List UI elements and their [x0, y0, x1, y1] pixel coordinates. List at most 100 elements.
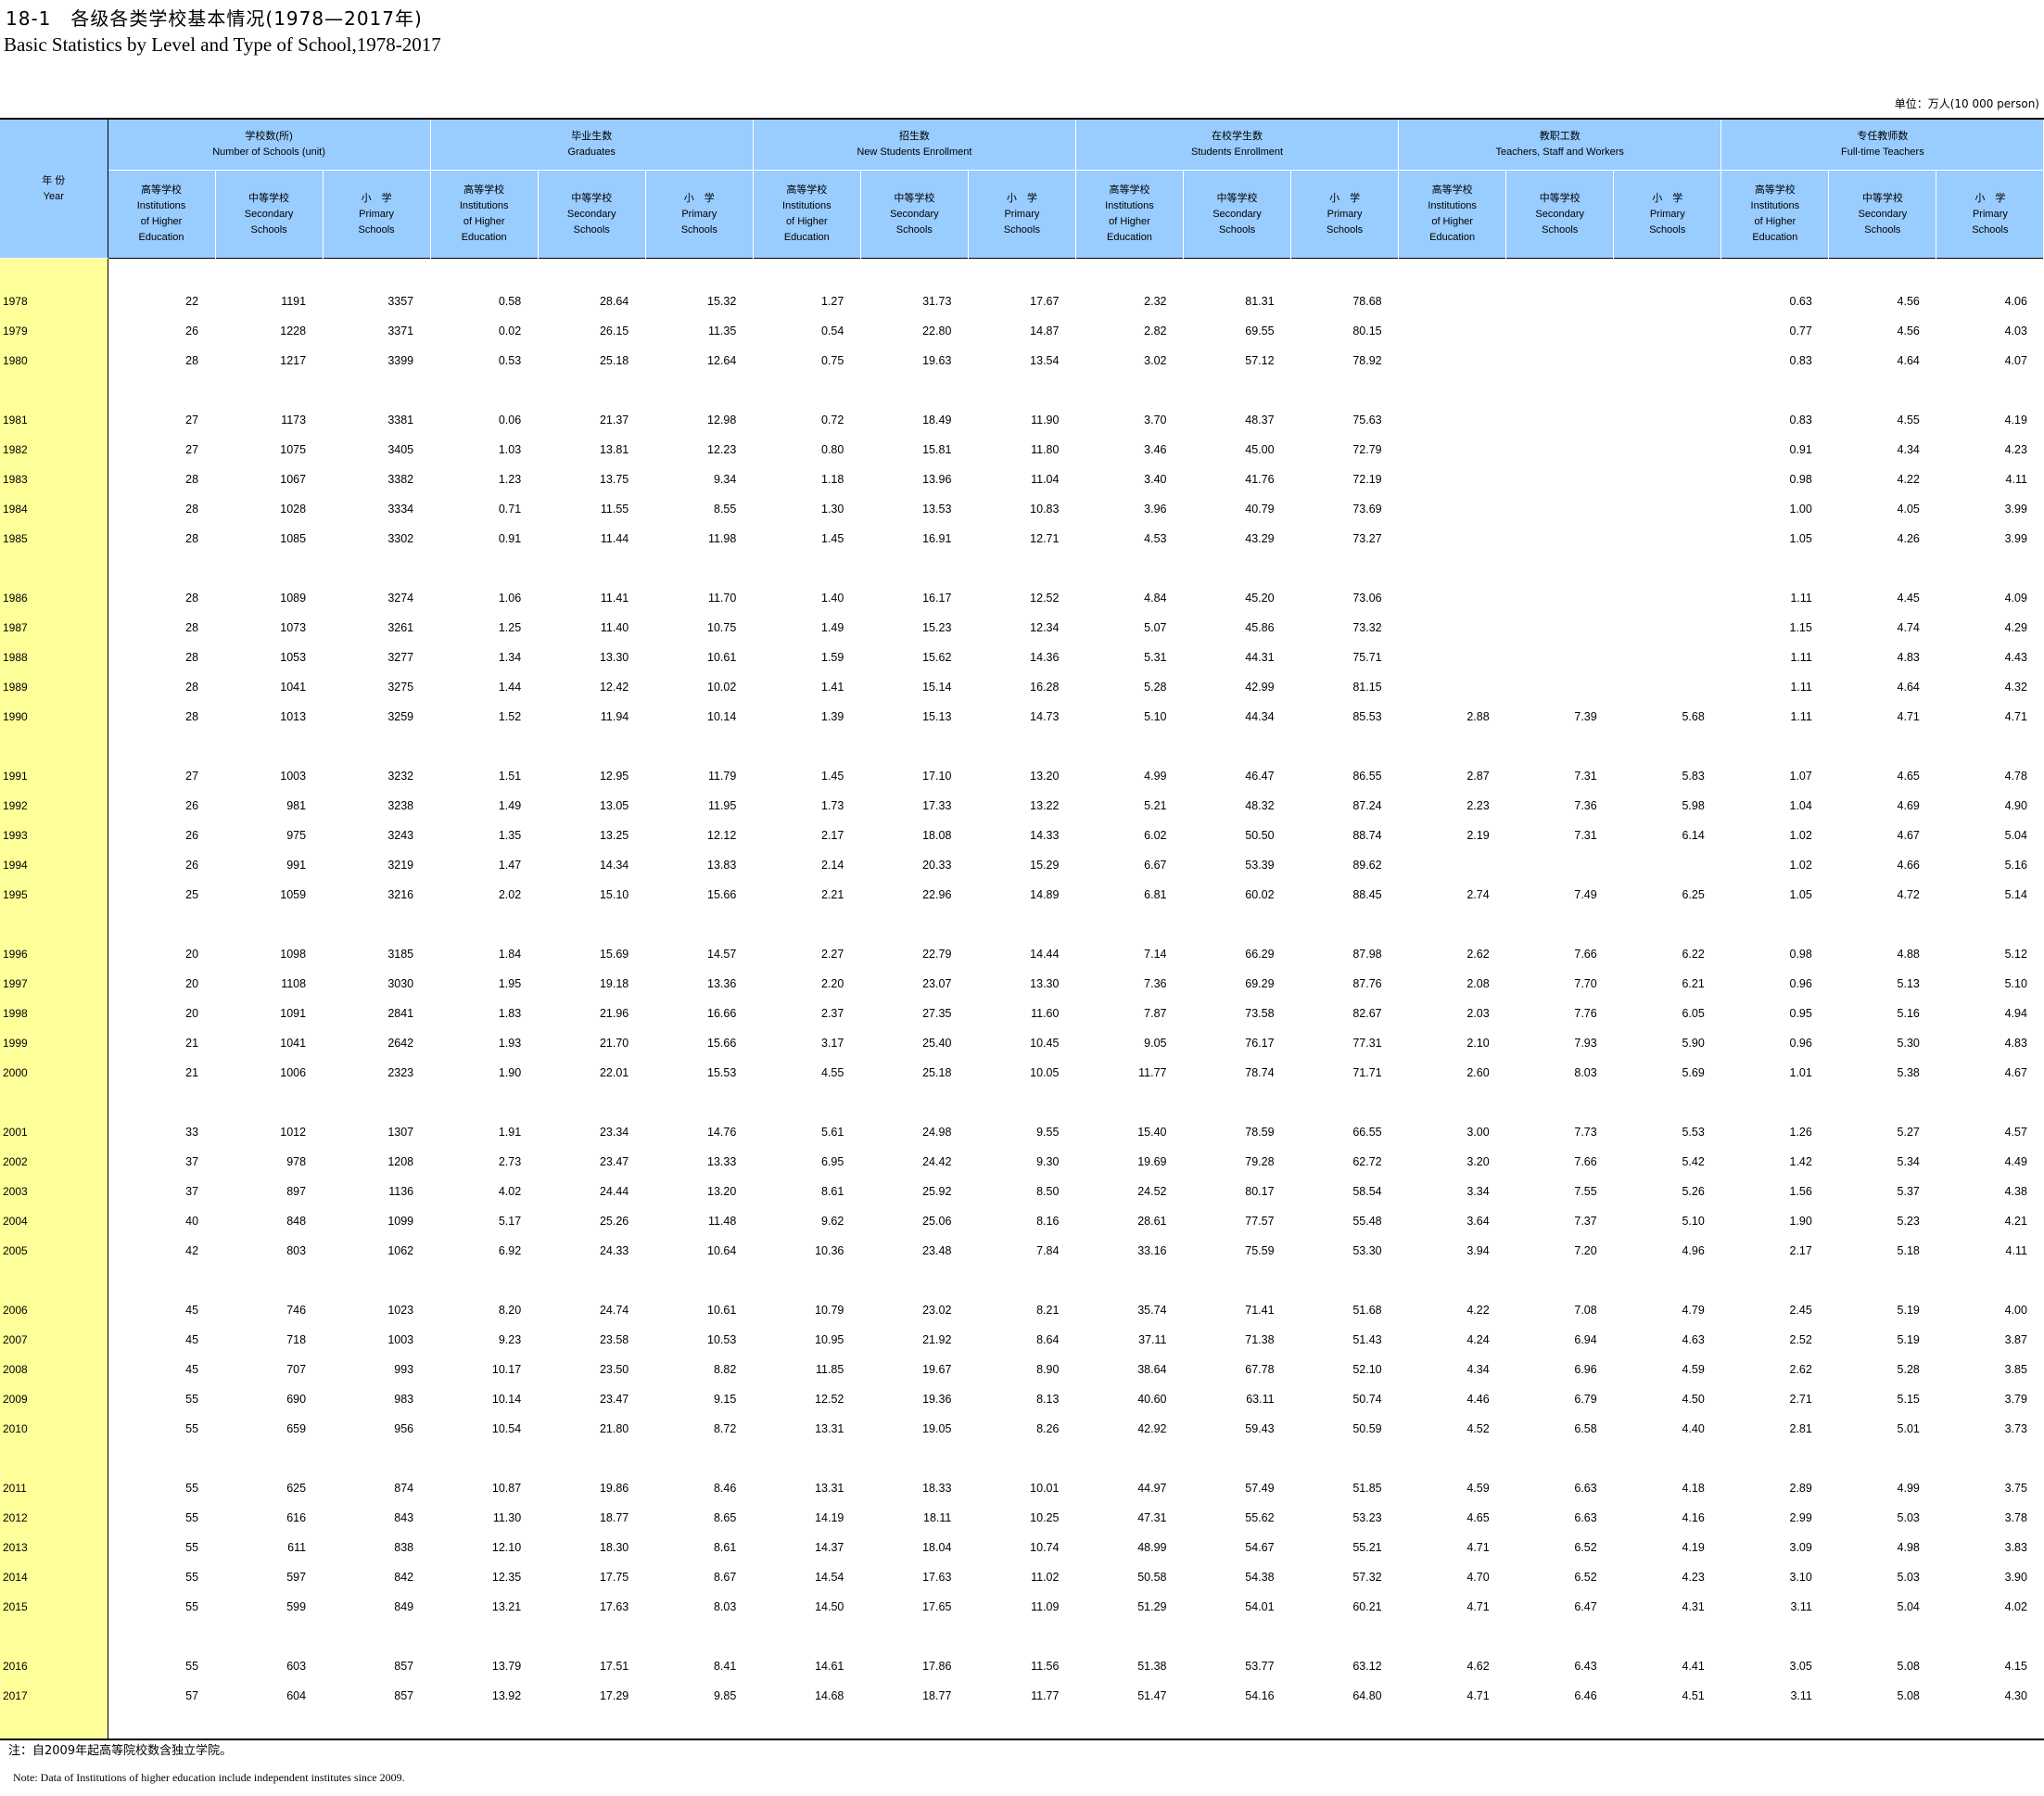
- value-cell: 71.41: [1245, 1304, 1275, 1317]
- footnote-en: Note: Data of Institutions of higher edu…: [13, 1771, 405, 1784]
- value-cell: 4.71: [1897, 710, 1920, 723]
- value-cell: 43.29: [1245, 532, 1275, 545]
- value-cell: 17.67: [1030, 295, 1060, 308]
- year-cell: 1985: [0, 524, 108, 554]
- value-cell: [1399, 672, 1506, 702]
- value-cell: 611: [287, 1541, 307, 1554]
- value-cell: 1013: [280, 710, 307, 723]
- value-cell: 14.19: [815, 1511, 844, 1524]
- value-cell: 28: [185, 592, 199, 605]
- value-cell: 53.39: [1245, 859, 1275, 872]
- value-cell: 2.10: [1466, 1037, 1490, 1050]
- value-cell: 17.63: [922, 1571, 952, 1584]
- table-row: 2001 33 1012 1307 1.91 23.34 14.76 5.61 24.98 9.5…: [0, 1117, 2044, 1147]
- value-cell: 1.06: [498, 592, 522, 605]
- value-cell: 10.02: [707, 681, 737, 694]
- table-row: 1994 26 991 3219 1.47 14.34 13.83 2.14 20.33 15.2…: [0, 850, 2044, 880]
- table-row: 2013 55 611 838 12.10 18.30 8.61 14.37 18.04 10.7…: [0, 1533, 2044, 1562]
- value-cell: 5.42: [1682, 1155, 1705, 1168]
- value-cell: 1191: [281, 295, 307, 308]
- value-cell: 2.60: [1466, 1066, 1490, 1079]
- value-cell: 7.55: [1574, 1185, 1597, 1198]
- value-cell: 25: [185, 888, 199, 901]
- value-cell: 77.31: [1352, 1037, 1382, 1050]
- value-cell: [1614, 346, 1721, 376]
- sub-header-cn: 中等学校: [1539, 192, 1581, 204]
- table-row: 1989 28 1041 3275 1.44 12.42 10.02 1.41 15.14 16.…: [0, 672, 2044, 702]
- value-cell: 51.29: [1137, 1600, 1167, 1613]
- value-cell: 10.79: [815, 1304, 844, 1317]
- value-cell: 3381: [387, 414, 414, 427]
- value-cell: 5.31: [1144, 651, 1167, 664]
- value-cell: 55: [185, 1600, 199, 1613]
- value-cell: 67.78: [1245, 1363, 1275, 1376]
- value-cell: 16.28: [1030, 681, 1060, 694]
- value-cell: 8.26: [1036, 1422, 1060, 1435]
- value-cell: 14.33: [1030, 829, 1060, 842]
- value-cell: 9.55: [1036, 1126, 1060, 1139]
- value-cell: 22.79: [922, 948, 952, 961]
- value-cell: 13.92: [491, 1689, 522, 1702]
- value-cell: [1614, 613, 1721, 643]
- value-cell: 2.37: [821, 1007, 844, 1020]
- value-cell: 15.69: [599, 948, 629, 961]
- year-column-header: 年 份 Year: [0, 119, 108, 259]
- value-cell: 37.11: [1138, 1333, 1167, 1346]
- value-cell: 2323: [387, 1066, 414, 1079]
- sub-column-header: 高等学校 Institutions of Higher Education: [1075, 170, 1185, 259]
- value-cell: 23.58: [599, 1333, 629, 1346]
- value-cell: 5.15: [1897, 1393, 1920, 1406]
- value-cell: 87.98: [1352, 948, 1382, 961]
- value-cell: 5.23: [1897, 1215, 1920, 1228]
- value-cell: 14.37: [815, 1541, 844, 1554]
- value-cell: 51.43: [1352, 1333, 1382, 1346]
- value-cell: 55: [185, 1571, 199, 1584]
- sub-header-en: Schools: [895, 223, 933, 236]
- value-cell: 4.79: [1682, 1304, 1705, 1317]
- value-cell: 3.46: [1144, 443, 1167, 456]
- value-cell: 26: [185, 325, 199, 338]
- value-cell: 1.56: [1789, 1185, 1812, 1198]
- value-cell: 54.16: [1245, 1689, 1275, 1702]
- statistics-table: 年 份 Year 学校数(所) Number of Schools (unit) 毕业生…: [0, 118, 2044, 1740]
- value-cell: [1614, 435, 1721, 465]
- value-cell: 4.62: [1466, 1660, 1490, 1673]
- value-cell: 5.13: [1897, 977, 1920, 990]
- value-cell: 3277: [387, 651, 414, 664]
- value-cell: 17.65: [922, 1600, 952, 1613]
- value-cell: 13.30: [1030, 977, 1060, 990]
- value-cell: 75.59: [1245, 1244, 1275, 1257]
- value-cell: 978: [286, 1155, 307, 1168]
- value-cell: 5.04: [1897, 1600, 1920, 1613]
- value-cell: 4.90: [2004, 799, 2027, 812]
- value-cell: 3334: [387, 503, 414, 516]
- value-cell: 28.64: [599, 295, 629, 308]
- table-row: 2004 40 848 1099 5.17 25.26 11.48 9.62 25.06 8.16…: [0, 1206, 2044, 1236]
- sub-header-en: Schools: [1327, 223, 1364, 236]
- value-cell: 0.91: [498, 532, 522, 545]
- value-cell: 8.90: [1036, 1363, 1060, 1376]
- sub-header-en: Schools: [1003, 223, 1040, 236]
- value-cell: [1614, 672, 1721, 702]
- group-header: 招生数 New Students Enrollment: [753, 119, 1076, 171]
- spacer-row: [0, 1088, 2044, 1117]
- value-cell: 11.41: [600, 592, 629, 605]
- value-cell: 842: [394, 1571, 414, 1584]
- spacer-row: [0, 910, 2044, 939]
- sub-header-cn: 小 学: [361, 192, 392, 204]
- value-cell: 14.57: [707, 948, 737, 961]
- value-cell: 23.02: [922, 1304, 952, 1317]
- sub-header-en: Education: [461, 232, 507, 243]
- sub-header-en: Primary: [1649, 208, 1685, 220]
- value-cell: 6.79: [1574, 1393, 1597, 1406]
- value-cell: 4.03: [2004, 325, 2027, 338]
- value-cell: 33.16: [1137, 1244, 1167, 1257]
- value-cell: 8.61: [713, 1541, 737, 1554]
- value-cell: [1399, 643, 1506, 672]
- table-row: 1990 28 1013 3259 1.52 11.94 10.14 1.39 15.13 14.…: [0, 702, 2044, 732]
- year-cell: 2012: [0, 1503, 108, 1533]
- value-cell: [1506, 583, 1614, 613]
- value-cell: 28.61: [1137, 1215, 1167, 1228]
- value-cell: 14.73: [1030, 710, 1060, 723]
- value-cell: 983: [394, 1393, 414, 1406]
